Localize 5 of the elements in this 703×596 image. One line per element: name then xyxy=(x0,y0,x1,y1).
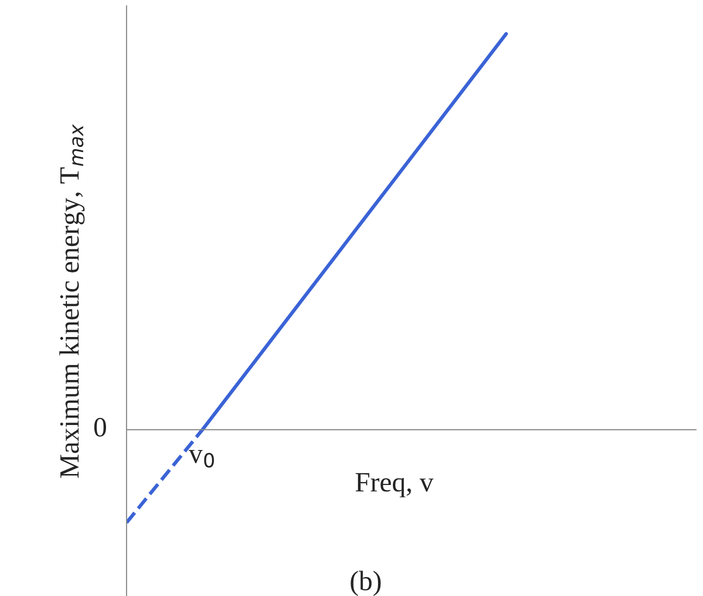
y-axis-title: Maximum kinetic energy, T$_{max}$ xyxy=(59,124,85,478)
text: (b) xyxy=(350,570,381,596)
x-axis-title: Freq, v xyxy=(356,473,434,498)
annotation: 0 xyxy=(94,418,106,437)
annotation: v$_{0}$ xyxy=(188,450,214,468)
